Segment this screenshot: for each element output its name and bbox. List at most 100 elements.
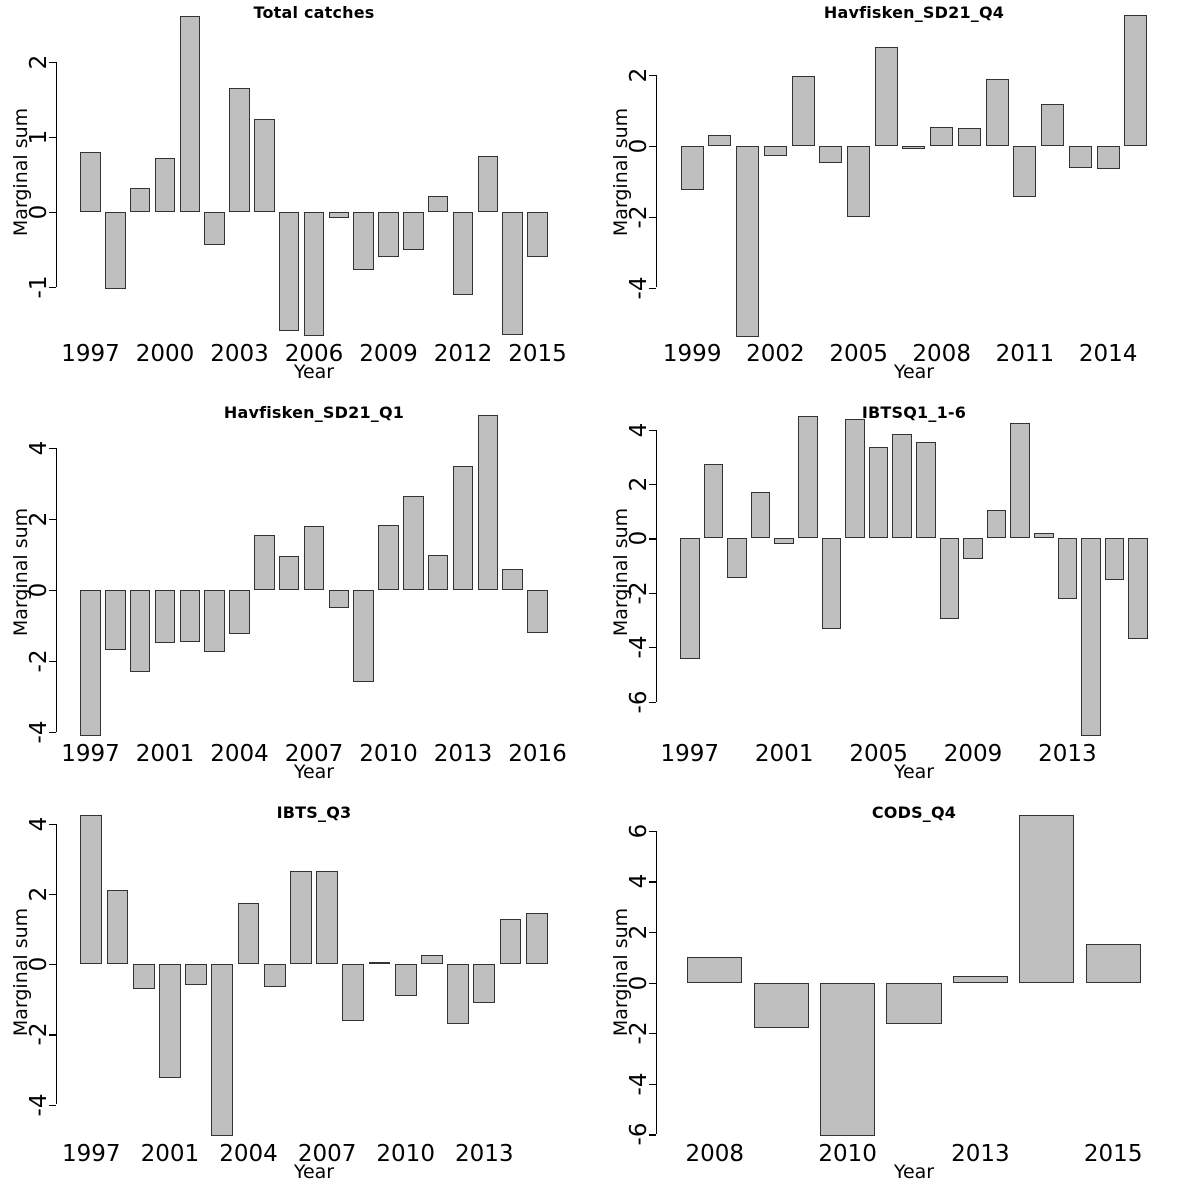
bar (916, 441, 936, 539)
y-tick-label: -2 (626, 205, 652, 229)
y-tick-mark (649, 146, 656, 148)
y-tick-label: 4 (26, 440, 52, 456)
bar (1019, 814, 1075, 983)
y-tick-label: -4 (626, 1072, 652, 1096)
y-axis-line (655, 830, 657, 1135)
y-tick-label: -1 (26, 275, 52, 299)
y-axis-label: Marginal sum (610, 507, 632, 637)
bar (527, 212, 548, 257)
bar (368, 962, 391, 965)
y-tick-label: -2 (26, 1022, 52, 1046)
y-tick-mark (649, 216, 656, 219)
bar (452, 212, 474, 295)
bar (154, 590, 176, 644)
bar (477, 155, 499, 213)
bar (394, 964, 417, 997)
bar (328, 212, 350, 218)
bar (798, 415, 818, 539)
y-tick-mark (649, 647, 656, 649)
y-tick-mark (649, 287, 656, 289)
chart-panel-havfisken-sd21-q1: Havfisken_SD21_Q1 Marginal sum Year -4 -2… (0, 400, 600, 800)
bar (80, 590, 101, 736)
y-axis-line (55, 62, 57, 287)
bar (185, 964, 207, 986)
bar (847, 146, 871, 217)
y-tick-label: -2 (626, 1021, 652, 1045)
y-tick-mark (49, 448, 56, 450)
y-tick-label: -4 (26, 1093, 52, 1116)
y-tick-label: -2 (26, 649, 52, 673)
x-tick-label: 2008 (912, 341, 971, 367)
bar (1010, 422, 1031, 539)
bar (753, 982, 809, 1029)
y-tick-mark (649, 881, 656, 883)
x-tick-label: 2013 (455, 1141, 514, 1167)
x-tick-label: 2016 (508, 741, 567, 767)
y-tick-label: -6 (626, 690, 652, 713)
x-axis-label: Year (893, 361, 935, 383)
bar (159, 964, 181, 1079)
y-tick-label: 0 (26, 582, 52, 598)
bar (502, 212, 523, 335)
y-tick-mark (649, 538, 656, 540)
x-tick-label: 2009 (359, 341, 418, 367)
chart-title: Havfisken_SD21_Q1 (223, 403, 405, 422)
bar (254, 535, 275, 591)
y-tick-label: 0 (26, 204, 52, 220)
bar (763, 146, 787, 156)
bar (237, 903, 260, 965)
x-tick-label: 2014 (1078, 341, 1138, 367)
x-tick-label: 2006 (284, 341, 344, 367)
bar (1104, 538, 1125, 581)
y-tick-label: 2 (26, 886, 52, 902)
bar (819, 146, 843, 163)
y-tick-label: -4 (626, 635, 652, 659)
chart-title: Havfisken_SD21_Q4 (823, 3, 1005, 22)
chart-panel-ibtsq1-1-6: IBTSQ1_1-6 Marginal sum Year -6 -4 -2 0 2 4 19… (600, 400, 1200, 800)
x-tick-label: 2009 (943, 741, 1003, 767)
bar (378, 212, 399, 257)
bar (80, 815, 103, 965)
y-tick-mark (649, 830, 656, 833)
bar (527, 590, 548, 633)
y-tick-mark (49, 212, 56, 214)
x-tick-label: 2007 (284, 741, 344, 767)
bar (703, 463, 724, 539)
bar (957, 128, 981, 146)
y-tick-label: 2 (626, 924, 652, 940)
y-tick-label: 2 (626, 67, 652, 83)
x-tick-label: 2013 (951, 1141, 1010, 1167)
bar (290, 871, 312, 965)
bar (774, 538, 795, 544)
y-tick-mark (649, 1083, 656, 1086)
bar (1096, 146, 1120, 169)
bar (687, 957, 743, 983)
bar (525, 912, 548, 965)
y-tick-label: 2 (26, 54, 52, 70)
bar (303, 526, 325, 591)
y-tick-mark (649, 1134, 656, 1136)
bar (1034, 532, 1054, 539)
bar (105, 212, 126, 289)
bar (106, 889, 129, 965)
bar (1128, 538, 1149, 639)
y-tick-mark (649, 592, 656, 594)
y-tick-label: 6 (626, 823, 652, 839)
y-tick-mark (649, 1033, 656, 1035)
bar (1013, 146, 1037, 197)
y-tick-mark (649, 932, 656, 934)
y-axis-line (655, 429, 657, 702)
bar (447, 964, 469, 1024)
y-tick-mark (649, 483, 656, 486)
bar (179, 590, 201, 642)
y-tick-mark (649, 75, 656, 77)
x-axis-label: Year (893, 761, 935, 783)
y-tick-label: -4 (626, 276, 652, 300)
x-tick-label: 2007 (297, 1141, 357, 1167)
bar (254, 119, 275, 212)
y-tick-mark (49, 964, 56, 966)
bar (502, 568, 523, 591)
bar (952, 975, 1008, 983)
x-tick-label: 2011 (995, 341, 1055, 367)
bar (985, 78, 1009, 146)
